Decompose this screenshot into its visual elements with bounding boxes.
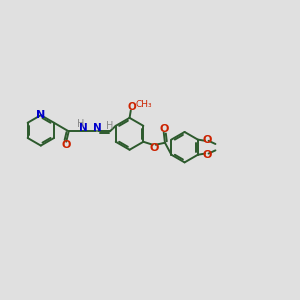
Text: N: N bbox=[93, 123, 102, 133]
Text: O: O bbox=[149, 143, 159, 153]
Text: O: O bbox=[61, 140, 71, 150]
Text: H: H bbox=[77, 119, 84, 130]
Text: N: N bbox=[79, 123, 87, 133]
Text: N: N bbox=[36, 110, 45, 120]
Text: H: H bbox=[106, 121, 114, 131]
Text: O: O bbox=[128, 102, 136, 112]
Text: O: O bbox=[159, 124, 168, 134]
Text: O: O bbox=[202, 135, 212, 145]
Text: CH₃: CH₃ bbox=[136, 100, 152, 109]
Text: O: O bbox=[202, 149, 212, 160]
